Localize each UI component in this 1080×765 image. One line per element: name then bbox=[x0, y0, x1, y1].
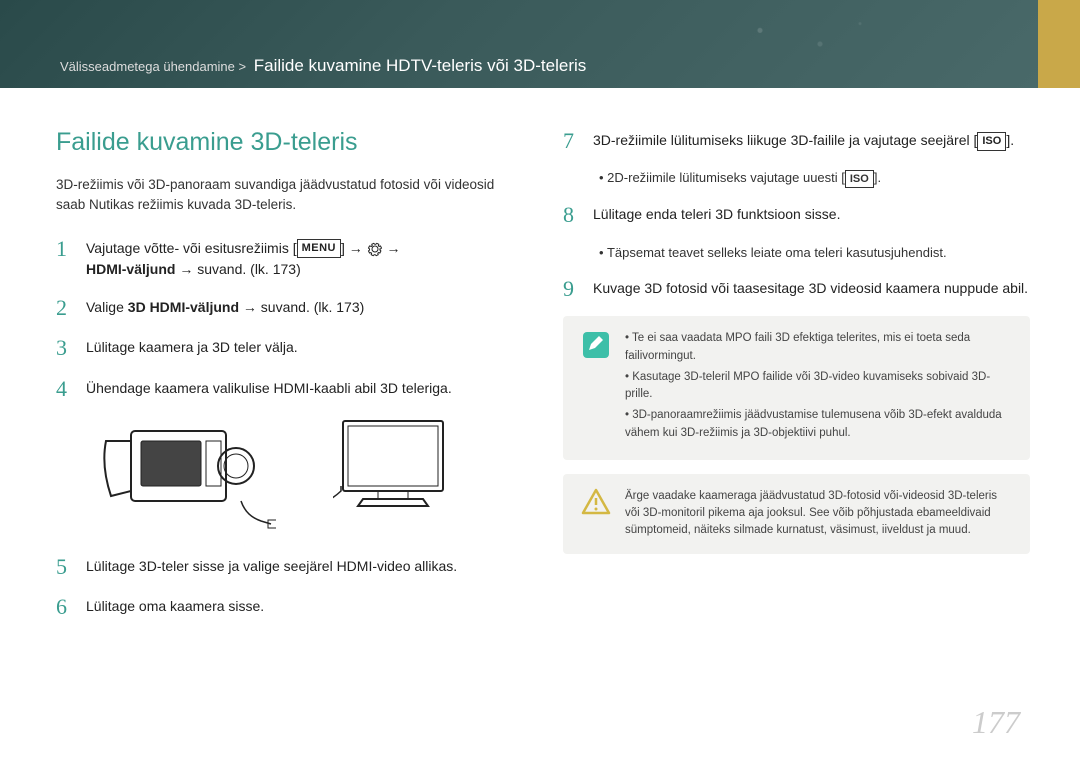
section-title: Failide kuvamine 3D-teleris bbox=[56, 128, 523, 157]
iso-icon: ISO bbox=[977, 132, 1006, 151]
step-number: 2 bbox=[56, 295, 72, 321]
step-8-sub: Täpsemat teavet selleks leiate oma teler… bbox=[599, 243, 1030, 263]
warning-text: Ärge vaadake kaameraga jäädvustatud 3D-f… bbox=[625, 488, 1012, 540]
step-text: Lülitage kaamera ja 3D teler välja. bbox=[86, 335, 298, 359]
step-8: 8 Lülitage enda teleri 3D funktsioon sis… bbox=[563, 202, 1030, 228]
breadcrumb: Välisseadmetega ühendamine > Failide kuv… bbox=[60, 56, 586, 76]
warning-box: Ärge vaadake kaameraga jäädvustatud 3D-f… bbox=[563, 474, 1030, 554]
gear-icon bbox=[367, 241, 383, 257]
step-number: 1 bbox=[56, 236, 72, 262]
note-item: Kasutage 3D-teleril MPO failide või 3D-v… bbox=[625, 369, 1012, 404]
step-number: 4 bbox=[56, 376, 72, 402]
right-column: 7 3D-režiimile lülitumiseks liikuge 3D-f… bbox=[563, 128, 1030, 635]
step-1: 1 Vajutage võtte- või esitusrežiimis [ME… bbox=[56, 236, 523, 281]
step-7-sub: 2D-režiimile lülitumiseks vajutage uuest… bbox=[599, 168, 1030, 188]
step-3: 3 Lülitage kaamera ja 3D teler välja. bbox=[56, 335, 523, 361]
step-text: Lülitage 3D-teler sisse ja valige seejär… bbox=[86, 554, 457, 578]
step-number: 7 bbox=[563, 128, 579, 154]
note-list: Te ei saa vaadata MPO faili 3D efektiga … bbox=[625, 330, 1012, 446]
step-text: Lülitage oma kaamera sisse. bbox=[86, 594, 264, 618]
note-item: 3D-panoraamrežiimis jäädvustamise tulemu… bbox=[625, 407, 1012, 442]
page-header: Välisseadmetega ühendamine > Failide kuv… bbox=[0, 0, 1080, 88]
step-6: 6 Lülitage oma kaamera sisse. bbox=[56, 594, 523, 620]
step-text: Ühendage kaamera valikulise HDMI-kaabli … bbox=[86, 376, 452, 400]
camera-icon bbox=[86, 416, 276, 536]
left-column: Failide kuvamine 3D-teleris 3D-režiimis … bbox=[56, 128, 523, 635]
step-number: 5 bbox=[56, 554, 72, 580]
step-4: 4 Ühendage kaamera valikulise HDMI-kaabl… bbox=[56, 376, 523, 402]
menu-icon: MENU bbox=[297, 239, 341, 258]
breadcrumb-prefix: Välisseadmetega ühendamine > bbox=[60, 59, 246, 74]
tv-icon bbox=[333, 416, 453, 526]
step-text: Vajutage võtte- või esitusrežiimis [MENU… bbox=[86, 236, 401, 281]
step-5: 5 Lülitage 3D-teler sisse ja valige seej… bbox=[56, 554, 523, 580]
step-number: 6 bbox=[56, 594, 72, 620]
pen-icon bbox=[581, 330, 611, 360]
step-text: Valige 3D HDMI-väljund → suvand. (lk. 17… bbox=[86, 295, 364, 319]
step-number: 9 bbox=[563, 276, 579, 302]
step-text: Kuvage 3D fotosid või taasesitage 3D vid… bbox=[593, 276, 1028, 300]
step-number: 8 bbox=[563, 202, 579, 228]
connection-illustration bbox=[86, 416, 523, 536]
step-9: 9 Kuvage 3D fotosid või taasesitage 3D v… bbox=[563, 276, 1030, 302]
step-text: Lülitage enda teleri 3D funktsioon sisse… bbox=[593, 202, 840, 226]
step-2: 2 Valige 3D HDMI-väljund → suvand. (lk. … bbox=[56, 295, 523, 321]
iso-icon: ISO bbox=[845, 170, 874, 189]
note-item: Te ei saa vaadata MPO faili 3D efektiga … bbox=[625, 330, 1012, 365]
step-text: 3D-režiimile lülitumiseks liikuge 3D-fai… bbox=[593, 128, 1014, 152]
warning-icon bbox=[581, 488, 611, 516]
step-7: 7 3D-režiimile lülitumiseks liikuge 3D-f… bbox=[563, 128, 1030, 154]
page-number: 177 bbox=[972, 704, 1020, 741]
accent-bar bbox=[1038, 0, 1080, 88]
intro-text: 3D-režiimis või 3D-panoraam suvandiga jä… bbox=[56, 175, 523, 216]
content-area: Failide kuvamine 3D-teleris 3D-režiimis … bbox=[0, 88, 1080, 655]
note-box: Te ei saa vaadata MPO faili 3D efektiga … bbox=[563, 316, 1030, 460]
breadcrumb-current: Failide kuvamine HDTV-teleris või 3D-tel… bbox=[254, 56, 587, 75]
step-number: 3 bbox=[56, 335, 72, 361]
